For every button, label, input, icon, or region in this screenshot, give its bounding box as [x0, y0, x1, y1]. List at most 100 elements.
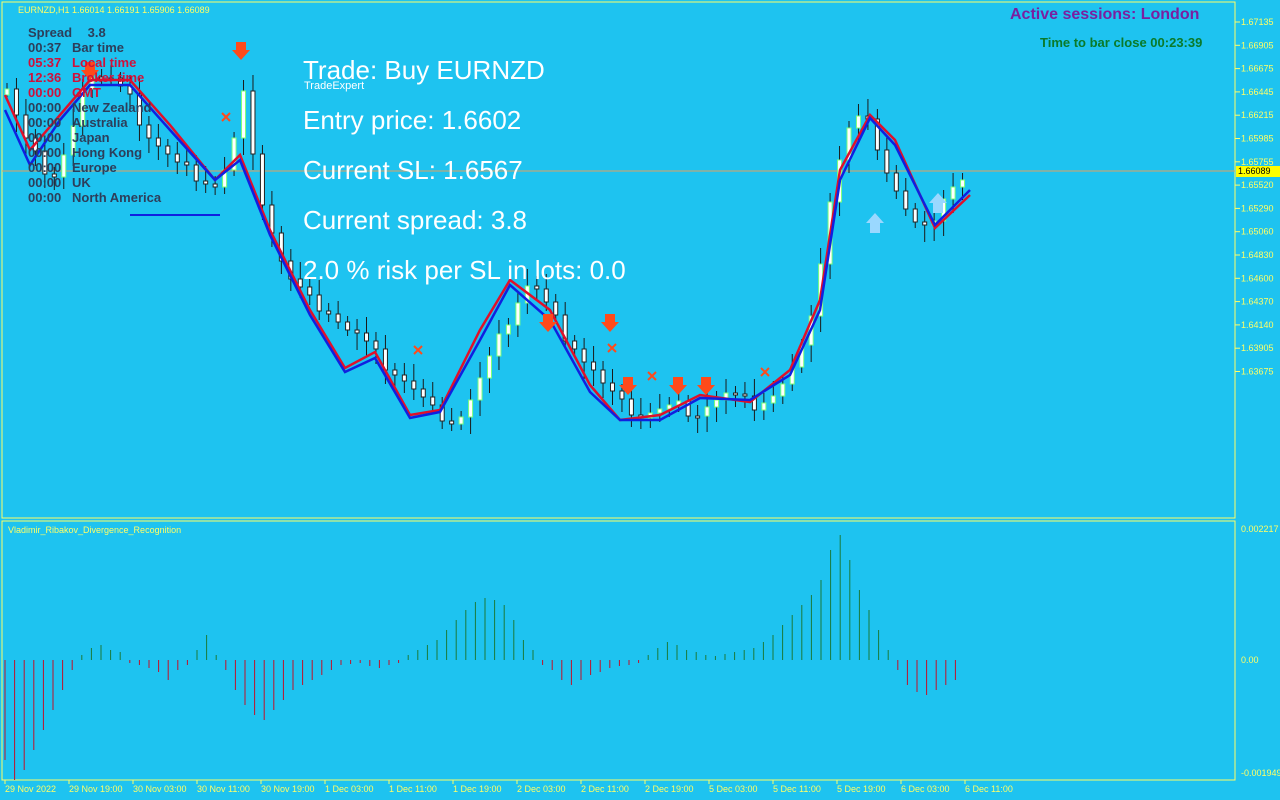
time-tick-label: 2 Dec 03:00 — [517, 784, 566, 794]
candle-body — [401, 374, 407, 382]
time-tick-label: 5 Dec 03:00 — [709, 784, 758, 794]
current-spread: Current spread: 3.8 — [303, 205, 528, 235]
current-price-tag: 1.66089 — [1236, 166, 1280, 177]
indicator-name: Vladimir_Ribakov_Divergence_Recognition — [8, 525, 182, 535]
candle-body — [515, 302, 521, 326]
signal-arrows — [81, 42, 947, 395]
candle-body — [855, 115, 861, 129]
candle-body — [912, 208, 918, 223]
buy-arrow-icon — [929, 193, 947, 213]
cross-marker-icon — [760, 367, 770, 377]
axes: 1.67135 1.66905 1.66675 1.66445 1.66215 1.659… — [4, 17, 1280, 794]
candle-body — [392, 369, 398, 376]
candle-body — [345, 321, 351, 331]
candle-body — [742, 393, 748, 397]
candle-body — [704, 406, 710, 417]
candle-body — [316, 294, 322, 312]
candle-body — [420, 388, 426, 398]
price-tick-label: 1.66445 — [1241, 87, 1274, 97]
candle-body — [297, 278, 303, 288]
candle-body — [184, 161, 190, 166]
indicator-tick-label: 0.00 — [1241, 655, 1259, 665]
session-row: 00:00 Hong Kong — [28, 145, 142, 160]
price-tick-label: 1.65060 — [1241, 227, 1274, 237]
candle-body — [695, 415, 701, 419]
time-tick-label: 30 Nov 19:00 — [261, 784, 315, 794]
candle-body — [714, 399, 720, 408]
candle-body — [534, 285, 540, 290]
candle-body — [373, 340, 379, 350]
sell-arrow-icon — [232, 42, 250, 60]
risk-lots: 2.0 % risk per SL in lots: 0.0 — [303, 255, 626, 285]
price-tick-label: 1.64830 — [1241, 250, 1274, 260]
candle-body — [174, 153, 180, 163]
candle-body — [51, 173, 57, 178]
session-label: Broker time — [72, 70, 145, 85]
candle-body — [146, 124, 152, 139]
candle-body — [468, 399, 474, 418]
candle-body — [496, 333, 502, 357]
candle-body — [780, 383, 786, 397]
candle-body — [70, 125, 76, 156]
session-row: 00:00 Europe — [28, 160, 117, 175]
session-label: Local time — [72, 55, 137, 70]
candle-body — [307, 286, 313, 296]
time-tick-label: 1 Dec 11:00 — [389, 784, 437, 794]
candle-body — [903, 190, 909, 210]
divergence-histogram — [4, 535, 956, 780]
session-label: Hong Kong — [72, 145, 143, 160]
moving-averages — [3, 78, 971, 422]
sell-arrow-icon — [539, 314, 557, 332]
candle-body — [449, 420, 455, 425]
time-tick-label: 29 Nov 19:00 — [69, 784, 123, 794]
candle-body — [23, 114, 29, 139]
session-row: 12:36 Broker time — [28, 70, 144, 85]
candle-body — [657, 408, 663, 414]
session-row: 00:00 Japan — [28, 130, 110, 145]
price-tick-label: 1.65755 — [1241, 157, 1274, 167]
price-tick-label: 1.64140 — [1241, 320, 1274, 330]
candle-body — [543, 288, 549, 303]
candle-body — [893, 172, 899, 192]
price-tick-label: 1.64370 — [1241, 297, 1274, 307]
cross-marker-icon — [607, 343, 617, 353]
candle-body — [13, 88, 19, 116]
candle-body — [477, 377, 483, 401]
entry-price: Entry price: 1.6602 — [303, 105, 522, 135]
price-tick-label: 1.66675 — [1241, 64, 1274, 74]
candle-body — [572, 340, 578, 350]
candle-body — [42, 150, 48, 175]
candle-body — [458, 416, 464, 425]
session-label: UK — [72, 175, 91, 190]
trade-brand: TradeExpert — [304, 80, 365, 92]
active-sessions-label: Active sessions: London — [1010, 6, 1200, 23]
session-time: 00:00 — [28, 100, 62, 115]
session-time: 00:00 — [28, 175, 62, 190]
time-tick-label: 2 Dec 11:00 — [581, 784, 629, 794]
candle-body — [628, 398, 634, 416]
candle-body — [761, 402, 767, 411]
candle-body — [732, 392, 738, 396]
sell-arrow-icon — [619, 377, 637, 395]
spread-row: Spread 3.8 — [28, 25, 106, 40]
session-label: Japan — [72, 130, 110, 145]
symbol-info: EURNZD,H1 1.66014 1.66191 1.65906 1.6608… — [18, 5, 210, 15]
price-tick-label: 1.63675 — [1241, 367, 1274, 377]
session-row: 00:00 New Zealand — [28, 100, 151, 115]
candle-body — [619, 390, 625, 400]
session-row: 00:00 Australia — [28, 115, 128, 130]
candle-body — [231, 137, 237, 171]
trade-title: Trade: Buy EURNZD — [303, 55, 545, 85]
time-tick-label: 5 Dec 11:00 — [773, 784, 821, 794]
sell-arrow-icon — [601, 314, 619, 332]
candle-body — [335, 313, 341, 323]
sell-arrow-icon — [697, 377, 715, 395]
candle-body — [581, 348, 587, 363]
main-chart-frame — [1, 1, 1236, 519]
candle-body — [259, 153, 265, 206]
current-sl: Current SL: 1.6567 — [303, 155, 523, 185]
candle-body — [430, 396, 436, 406]
candle-body — [61, 154, 67, 178]
